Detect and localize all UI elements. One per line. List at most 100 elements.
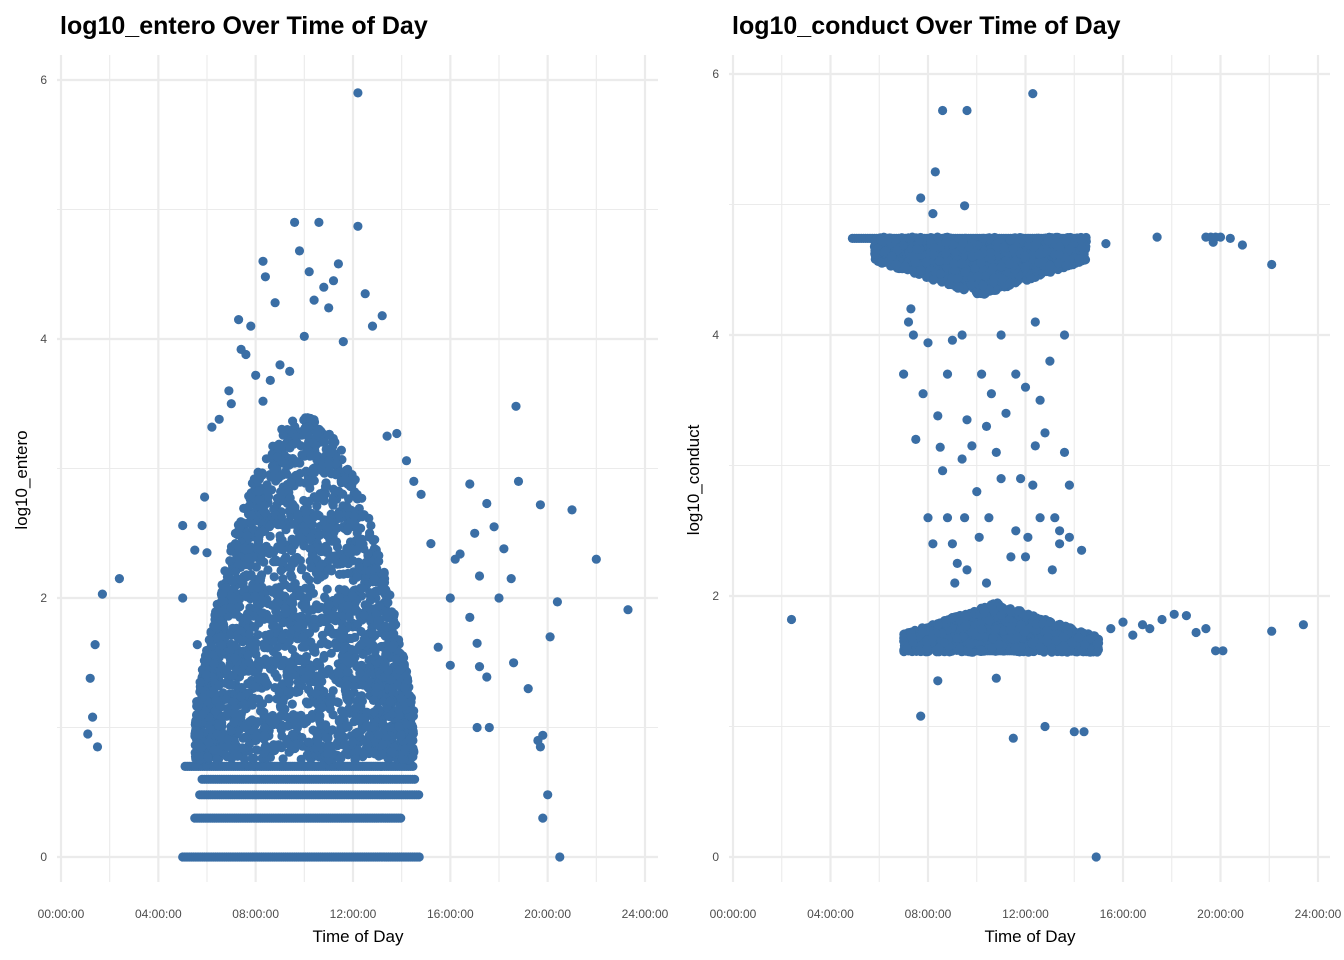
data-point xyxy=(88,712,98,722)
cluster-point xyxy=(319,653,329,663)
cluster-point xyxy=(326,648,336,658)
cluster-point xyxy=(272,651,283,661)
data-point xyxy=(623,605,633,615)
cluster-point xyxy=(970,264,980,274)
cluster-point xyxy=(384,722,394,732)
cluster-point xyxy=(319,686,329,697)
cluster-point xyxy=(391,654,401,665)
cluster-point xyxy=(380,631,390,641)
cluster-point xyxy=(1026,274,1036,284)
cluster-point xyxy=(358,748,369,759)
cluster-point xyxy=(223,734,233,745)
cluster-point xyxy=(309,614,319,624)
panel-entero-points xyxy=(83,88,633,862)
cluster-point xyxy=(305,543,315,554)
cluster-point xyxy=(365,531,375,541)
data-point xyxy=(319,282,329,292)
cluster-point xyxy=(1024,233,1034,244)
cluster-point xyxy=(974,250,984,260)
cluster-point xyxy=(1004,259,1014,269)
cluster-point xyxy=(286,477,296,487)
cluster-point xyxy=(336,727,346,737)
cluster-point xyxy=(192,697,202,707)
cluster-point xyxy=(340,475,350,485)
cluster-point xyxy=(260,507,270,517)
cluster-point xyxy=(343,680,353,691)
cluster-point xyxy=(276,487,286,497)
cluster-point xyxy=(368,628,378,638)
cluster-point xyxy=(269,465,279,475)
data-point xyxy=(499,544,509,554)
data-point xyxy=(538,813,548,823)
cluster-point xyxy=(271,605,281,615)
cluster-point xyxy=(269,740,279,750)
cluster-point xyxy=(1034,258,1044,268)
cluster-point xyxy=(300,423,310,433)
data-point xyxy=(543,790,553,800)
cluster-point xyxy=(378,740,388,750)
cluster-point xyxy=(272,452,282,462)
cluster-point xyxy=(252,745,262,755)
cluster-point xyxy=(253,486,264,496)
cluster-point xyxy=(1062,260,1072,270)
cluster-point xyxy=(324,523,334,533)
cluster-point xyxy=(289,554,299,564)
data-point xyxy=(494,593,504,603)
cluster-point xyxy=(393,680,403,690)
cluster-point xyxy=(344,494,354,504)
cluster-point xyxy=(327,725,338,735)
cluster-point xyxy=(250,682,260,692)
cluster-point xyxy=(1031,240,1041,250)
cluster-point xyxy=(368,695,378,706)
data-point xyxy=(202,548,212,558)
cluster-point xyxy=(242,531,252,541)
cluster-point xyxy=(220,566,230,576)
cluster-point xyxy=(354,562,364,572)
cluster-point xyxy=(350,475,360,485)
cluster-point xyxy=(209,745,219,755)
cluster-point xyxy=(988,263,998,273)
cluster-point xyxy=(304,685,314,695)
cluster-point xyxy=(268,587,278,597)
cluster-point xyxy=(234,559,244,569)
cluster-point xyxy=(275,589,285,599)
cluster-point xyxy=(1020,251,1030,261)
cluster-point xyxy=(401,719,411,729)
cluster-point xyxy=(264,694,274,704)
cluster-point xyxy=(269,572,279,582)
data-point xyxy=(392,428,402,439)
cluster-point xyxy=(973,271,983,282)
cluster-point xyxy=(286,596,296,606)
cluster-point xyxy=(370,737,380,747)
cluster-point xyxy=(350,520,360,530)
cluster-point xyxy=(1034,249,1044,259)
cluster-point xyxy=(1054,258,1064,268)
cluster-point xyxy=(254,495,264,505)
y-tick-label: 2 xyxy=(40,591,47,605)
cluster-point xyxy=(890,234,900,244)
cluster-point xyxy=(291,470,301,480)
cluster-point xyxy=(244,629,254,639)
cluster-point xyxy=(196,743,206,753)
cluster-point xyxy=(313,737,323,747)
cluster-point xyxy=(958,238,968,248)
cluster-point xyxy=(989,273,999,283)
band-point xyxy=(414,790,424,800)
cluster-point xyxy=(282,469,292,479)
cluster-point xyxy=(260,731,270,741)
cluster-point xyxy=(286,582,296,593)
cluster-point xyxy=(324,459,334,469)
data-point xyxy=(433,642,443,652)
cluster-point xyxy=(209,659,219,669)
cluster-point xyxy=(255,575,265,586)
data-point xyxy=(523,684,533,694)
cluster-point xyxy=(285,544,296,555)
cluster-point xyxy=(223,708,233,718)
data-point xyxy=(246,321,256,331)
cluster-point xyxy=(377,749,387,759)
cluster-point xyxy=(359,610,369,620)
cluster-point xyxy=(263,656,273,667)
cluster-point xyxy=(291,687,301,698)
